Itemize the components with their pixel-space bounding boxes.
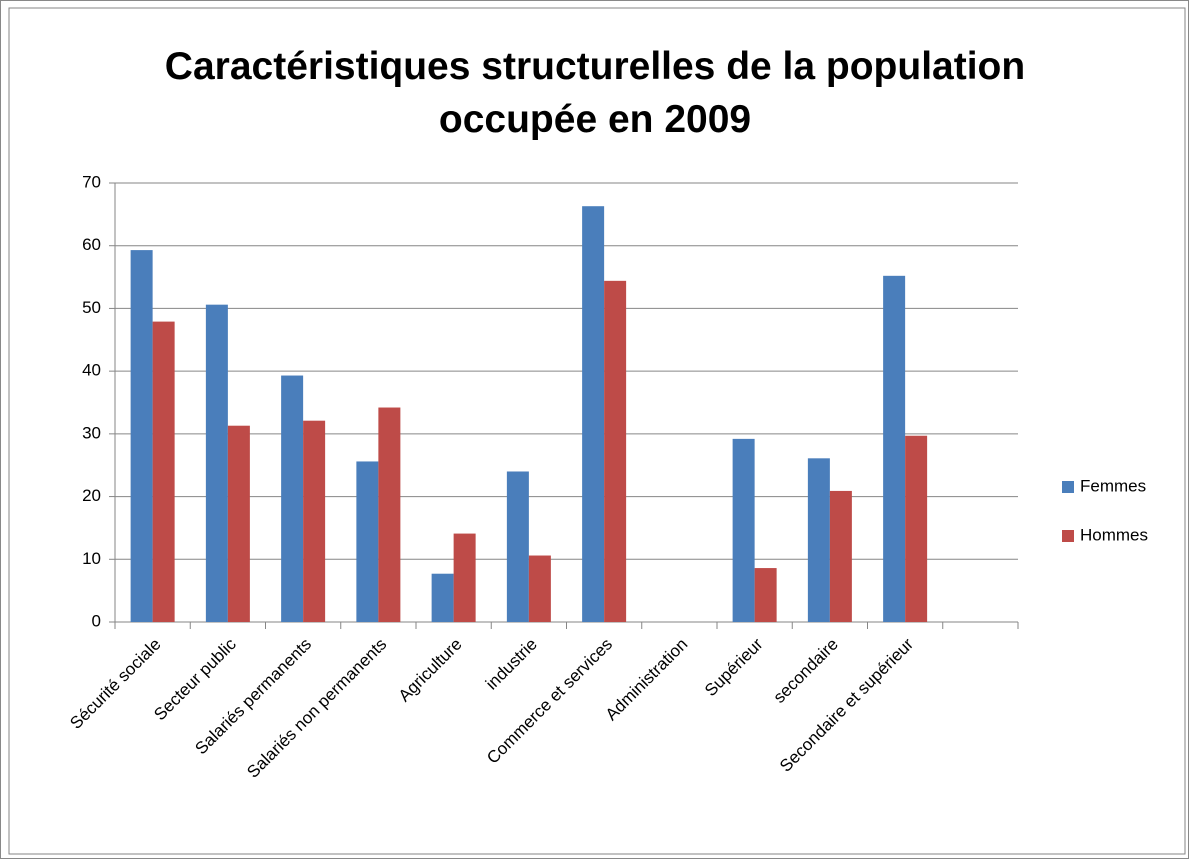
bar bbox=[883, 275, 906, 622]
bar bbox=[205, 304, 228, 622]
bar bbox=[152, 321, 175, 622]
bar bbox=[582, 206, 605, 622]
bar bbox=[528, 555, 551, 622]
legend-label: Hommes bbox=[1080, 525, 1148, 544]
y-tick-label: 20 bbox=[82, 486, 101, 505]
bar bbox=[604, 280, 627, 622]
y-tick-label: 40 bbox=[82, 361, 101, 380]
legend-swatch bbox=[1062, 481, 1074, 493]
bar bbox=[356, 461, 379, 622]
y-tick-label: 70 bbox=[82, 172, 101, 191]
y-tick-label: 60 bbox=[82, 235, 101, 254]
legend-swatch bbox=[1062, 530, 1074, 542]
chart-title: Caractéristiques structurelles de la pop… bbox=[164, 45, 1026, 141]
bar bbox=[453, 533, 476, 622]
bar bbox=[807, 458, 830, 622]
bar bbox=[732, 438, 755, 622]
bar bbox=[130, 250, 153, 622]
bar bbox=[281, 375, 304, 622]
bar bbox=[227, 425, 250, 622]
bar bbox=[506, 471, 529, 622]
bar bbox=[378, 407, 401, 622]
bar bbox=[905, 435, 928, 622]
bar bbox=[303, 420, 326, 622]
bar bbox=[431, 573, 454, 622]
y-tick-label: 50 bbox=[82, 298, 101, 317]
y-tick-label: 30 bbox=[82, 423, 101, 442]
y-tick-label: 0 bbox=[92, 611, 101, 630]
y-tick-label: 10 bbox=[82, 549, 101, 568]
bar bbox=[829, 490, 852, 622]
bar bbox=[754, 568, 777, 622]
legend-label: Femmes bbox=[1080, 476, 1146, 495]
